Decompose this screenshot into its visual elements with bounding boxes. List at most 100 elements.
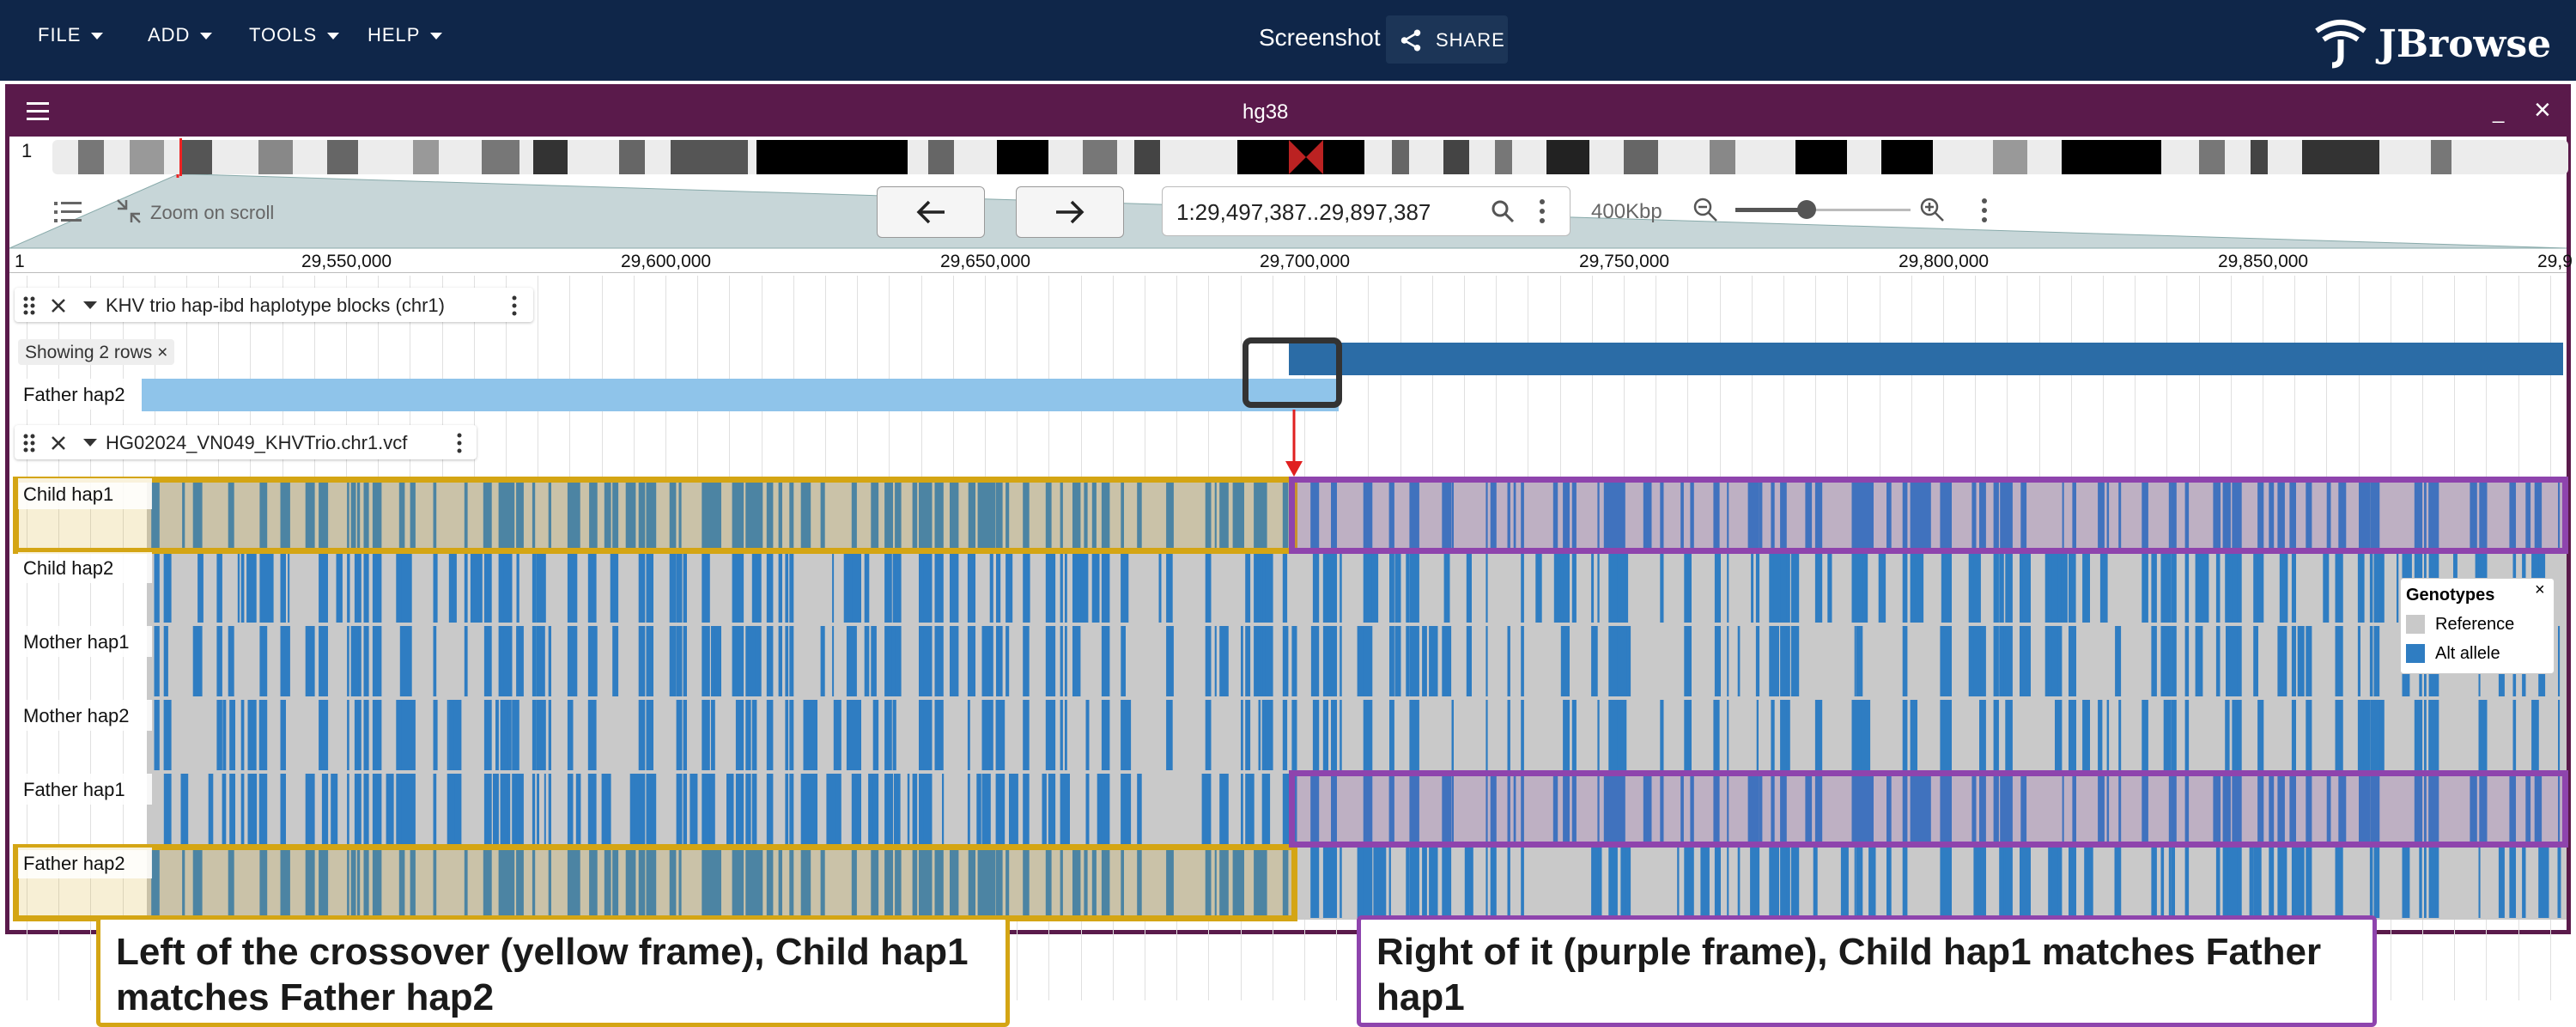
track-menu-chevron-icon[interactable] bbox=[83, 439, 97, 447]
alt-allele-mark bbox=[354, 552, 360, 623]
menu-add[interactable]: ADD bbox=[148, 24, 213, 46]
alt-allele-mark bbox=[2184, 626, 2190, 696]
alt-allele-mark bbox=[753, 848, 762, 918]
track-header-haplotype[interactable]: KHV trio hap-ibd haplotype blocks (chr1) bbox=[15, 288, 533, 322]
zoom-slider-thumb[interactable] bbox=[1797, 200, 1816, 219]
menu-file-label: FILE bbox=[38, 24, 82, 46]
chromosome-ideogram[interactable] bbox=[52, 140, 2568, 174]
track-options-icon[interactable] bbox=[509, 295, 519, 317]
track-options-icon[interactable] bbox=[454, 432, 465, 454]
zoom-scroll-icon[interactable] bbox=[116, 198, 142, 224]
haplotype-block-light[interactable] bbox=[142, 379, 1291, 411]
menu-help[interactable]: HELP bbox=[368, 24, 443, 46]
legend-label: Alt allele bbox=[2435, 644, 2500, 663]
session-title[interactable]: Screenshot bbox=[1259, 24, 1381, 51]
alt-allele-mark bbox=[2184, 552, 2190, 623]
alt-allele-mark bbox=[2340, 774, 2343, 844]
zoom-on-scroll-label[interactable]: Zoom on scroll bbox=[150, 202, 275, 223]
share-button[interactable]: SHARE bbox=[1386, 15, 1508, 64]
zoom-in-icon[interactable] bbox=[1919, 197, 1947, 224]
close-icon[interactable]: × bbox=[2534, 94, 2551, 126]
alt-allele-mark bbox=[1940, 848, 1948, 918]
alt-allele-mark bbox=[760, 478, 763, 549]
alt-allele-mark bbox=[2142, 552, 2148, 623]
alt-allele-mark bbox=[532, 848, 536, 918]
alt-allele-mark bbox=[1005, 626, 1010, 696]
alt-allele-mark bbox=[1312, 700, 1320, 770]
alt-allele-mark bbox=[1910, 552, 1917, 623]
legend-close-icon[interactable]: × bbox=[2535, 580, 2545, 599]
menu-tools[interactable]: TOOLS bbox=[249, 24, 340, 46]
search-icon[interactable] bbox=[1491, 199, 1515, 223]
track-header-vcf[interactable]: HG02024_VN049_KHVTrio.chr1.vcf bbox=[15, 425, 477, 459]
alt-allele-mark bbox=[2558, 700, 2561, 770]
alt-allele-mark bbox=[2323, 552, 2330, 623]
alt-allele-mark bbox=[989, 478, 993, 549]
alt-allele-mark bbox=[1310, 626, 1313, 696]
track-menu-chevron-icon[interactable] bbox=[83, 301, 97, 310]
alt-allele-mark bbox=[483, 700, 492, 770]
alt-allele-mark bbox=[1166, 626, 1173, 696]
close-track-icon[interactable] bbox=[51, 298, 66, 313]
alt-allele-mark bbox=[2306, 478, 2312, 549]
alt-allele-mark bbox=[1553, 552, 1562, 623]
minimize-icon[interactable]: _ bbox=[2493, 100, 2505, 124]
alt-allele-mark bbox=[1331, 478, 1337, 549]
alt-allele-mark bbox=[1065, 552, 1067, 623]
alt-allele-mark bbox=[433, 774, 437, 844]
alt-allele-mark bbox=[646, 552, 653, 623]
haplotype-block-dark[interactable] bbox=[1289, 343, 2563, 375]
alt-allele-mark bbox=[1621, 848, 1631, 918]
alt-allele-mark bbox=[240, 700, 245, 770]
alt-allele-mark bbox=[2363, 774, 2371, 844]
drag-handle-icon[interactable] bbox=[23, 296, 35, 315]
alt-allele-mark bbox=[1922, 478, 1931, 549]
alt-allele-mark bbox=[1944, 626, 1952, 696]
alt-allele-mark bbox=[1868, 848, 1874, 918]
location-search-input[interactable]: 1:29,497,387..29,897,387 bbox=[1162, 186, 1571, 236]
alt-allele-mark bbox=[923, 626, 933, 696]
alt-allele-mark bbox=[2279, 552, 2286, 623]
view-menu-icon[interactable] bbox=[27, 102, 49, 125]
alt-allele-mark bbox=[1973, 552, 1981, 623]
alt-allele-mark bbox=[283, 478, 290, 549]
alt-allele-mark bbox=[1254, 552, 1263, 623]
scroll-left-button[interactable] bbox=[877, 186, 985, 238]
alt-allele-mark bbox=[503, 478, 513, 549]
alt-allele-mark bbox=[669, 848, 677, 918]
alt-allele-mark bbox=[1917, 478, 1923, 549]
track-selector-icon[interactable] bbox=[54, 200, 83, 224]
ruler[interactable] bbox=[9, 248, 2567, 273]
alt-allele-mark bbox=[2557, 848, 2561, 918]
annotation-left: Left of the crossover (yellow frame), Ch… bbox=[96, 915, 1010, 1027]
alt-allele-mark bbox=[678, 478, 682, 549]
close-track-icon[interactable] bbox=[51, 435, 66, 451]
alt-allele-mark bbox=[950, 626, 959, 696]
alt-allele-mark bbox=[1620, 848, 1625, 918]
alt-allele-mark bbox=[1085, 700, 1090, 770]
more-vert-icon[interactable] bbox=[1537, 198, 1547, 225]
alt-allele-mark bbox=[2291, 478, 2296, 549]
alt-allele-mark bbox=[1023, 552, 1030, 623]
showing-rows-chip[interactable]: Showing 2 rows × bbox=[18, 339, 175, 365]
alt-allele-mark bbox=[1125, 774, 1132, 844]
alt-allele-mark bbox=[1615, 478, 1625, 549]
alt-allele-mark bbox=[1466, 848, 1472, 918]
drag-handle-icon[interactable] bbox=[23, 434, 35, 453]
alt-allele-mark bbox=[1389, 552, 1394, 623]
ruler-tick-label: 29,800,000 bbox=[1899, 252, 1990, 271]
alt-allele-mark bbox=[1394, 552, 1401, 623]
alt-allele-mark bbox=[2269, 848, 2275, 918]
alt-allele-mark bbox=[2402, 848, 2410, 918]
alt-allele-mark bbox=[1214, 848, 1217, 918]
alt-allele-mark bbox=[1507, 848, 1510, 918]
zoom-slider-track[interactable] bbox=[1735, 209, 1911, 211]
alt-allele-mark bbox=[2326, 774, 2331, 844]
alt-allele-mark bbox=[1851, 700, 1857, 770]
menu-file[interactable]: FILE bbox=[38, 24, 104, 46]
zoom-out-icon[interactable] bbox=[1692, 197, 1718, 224]
view-options-icon[interactable] bbox=[1979, 197, 1990, 224]
alt-allele-mark bbox=[921, 774, 926, 844]
alt-allele-mark bbox=[259, 774, 268, 844]
scroll-right-button[interactable] bbox=[1016, 186, 1124, 238]
